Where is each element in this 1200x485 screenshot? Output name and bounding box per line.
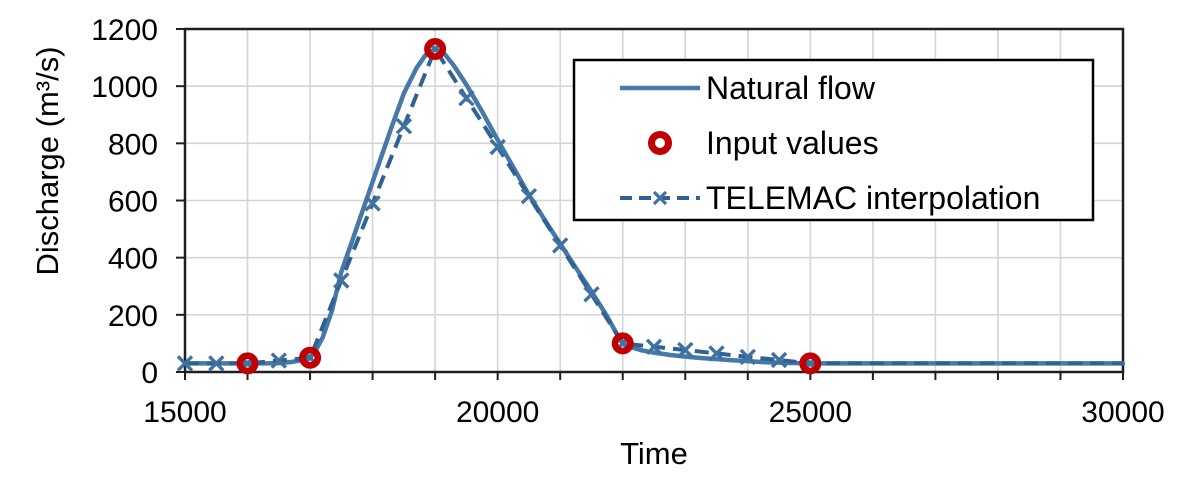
legend-telemac-x-marker xyxy=(652,190,668,206)
legend-label-input-values: Input values xyxy=(706,125,879,161)
telemac-x-marker xyxy=(208,355,225,372)
telemac-x-marker xyxy=(770,351,788,369)
telemac-x-marker xyxy=(176,355,194,372)
telemac-x-marker xyxy=(333,272,350,289)
input-value-ring xyxy=(611,332,634,355)
telemac-x-marker xyxy=(458,89,475,107)
legend-label-telemac: TELEMAC interpolation xyxy=(706,180,1040,216)
telemac-x-marker xyxy=(489,138,506,156)
telemac-x-marker xyxy=(551,237,569,254)
x-axis-title: Time xyxy=(620,436,688,471)
y-tick-label: 200 xyxy=(108,300,158,333)
telemac-interpolation-line xyxy=(185,47,1123,366)
input-value-ring xyxy=(299,346,322,369)
y-tick-label: 1000 xyxy=(91,71,158,104)
tick-labels-layer: 15000 20000 25000 30000 0 200 400 600 800 1000 120… xyxy=(91,14,1164,429)
series-layer xyxy=(176,37,1126,375)
telemac-x-marker xyxy=(270,352,288,369)
y-tick-label: 0 xyxy=(141,357,158,390)
x-tick-label: 25000 xyxy=(769,396,852,429)
telemac-x-marker xyxy=(583,286,600,303)
legend-input-values-ring-swatch xyxy=(648,131,672,155)
legend: Natural flow Input values TELEMAC interp… xyxy=(572,58,1095,222)
x-tick-label: 20000 xyxy=(456,396,539,429)
telemac-x-marker xyxy=(645,338,663,356)
telemac-x-marker xyxy=(395,117,413,135)
x-tick-label: 15000 xyxy=(143,396,226,429)
plot-border xyxy=(183,27,1125,374)
telemac-x-marker xyxy=(739,348,757,366)
y-tick-label: 800 xyxy=(108,128,158,161)
legend-label-natural-flow: Natural flow xyxy=(706,70,876,106)
input-value-ring xyxy=(424,37,447,60)
x-tick-label: 30000 xyxy=(1081,396,1164,429)
input-value-ring xyxy=(236,352,259,375)
telemac-x-marker xyxy=(708,345,725,362)
y-tick-label: 400 xyxy=(108,243,158,276)
y-tick-label: 1200 xyxy=(91,14,158,47)
telemac-x-marker xyxy=(364,195,381,212)
y-axis-title: Discharge (m³/s) xyxy=(30,46,65,275)
y-tick-label: 600 xyxy=(108,186,158,219)
axis-ticks-layer xyxy=(176,28,1124,380)
telemac-x-marker xyxy=(520,187,538,205)
input-value-ring xyxy=(799,352,822,375)
telemac-x-marker xyxy=(677,341,694,359)
